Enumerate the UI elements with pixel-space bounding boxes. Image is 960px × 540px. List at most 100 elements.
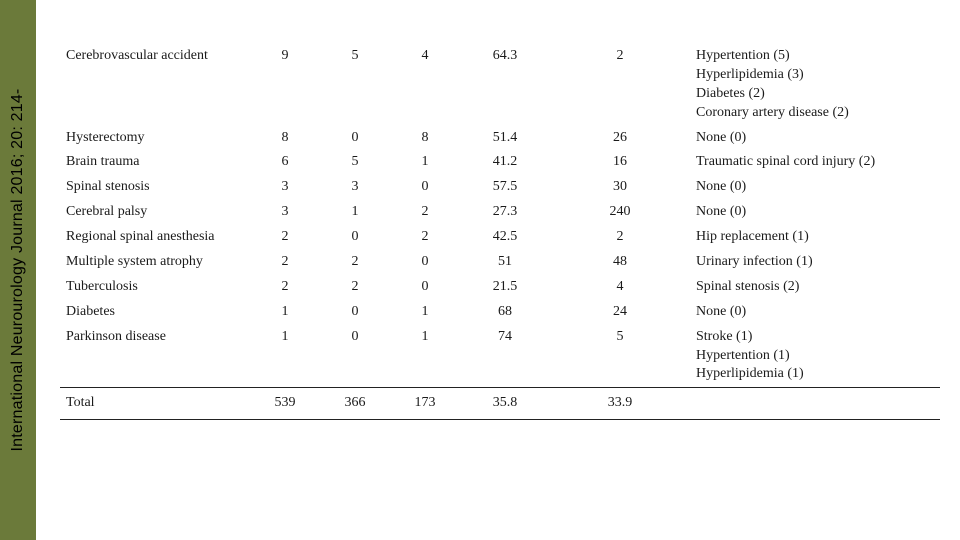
comorbidity-item: None (0)	[696, 178, 934, 197]
n1-cell: 2	[250, 225, 320, 250]
condition-cell: Diabetes	[60, 300, 250, 325]
n2-cell: 0	[320, 325, 390, 388]
n1-cell: 3	[250, 200, 320, 225]
table-row: Parkinson disease101745Stroke (1)Hyperte…	[60, 325, 940, 388]
journal-sidebar: International Neurourology Journal 2016;…	[0, 0, 36, 540]
n2-cell: 5	[320, 44, 390, 126]
comorbidity-item: Hypertention (5)	[696, 47, 934, 66]
condition-cell: Spinal stenosis	[60, 175, 250, 200]
n1-cell: 6	[250, 150, 320, 175]
table-row: Cerebrovascular accident95464.32Hyperten…	[60, 44, 940, 126]
table-body: Cerebrovascular accident95464.32Hyperten…	[60, 44, 940, 420]
n3-cell: 1	[390, 300, 460, 325]
table-row: Brain trauma65141.216 Traumatic spinal co…	[60, 150, 940, 175]
table-row: Diabetes1016824None (0)	[60, 300, 940, 325]
table-row: Regional spinal anesthesia20242.52Hip re…	[60, 225, 940, 250]
condition-cell: Cerebral palsy	[60, 200, 250, 225]
n5-cell: 30	[550, 175, 690, 200]
journal-citation: International Neurourology Journal 2016;…	[9, 89, 27, 452]
comorbidity-item: Hyperlipidemia (3)	[696, 66, 934, 85]
condition-cell: Brain trauma	[60, 150, 250, 175]
n3-cell: 2	[390, 225, 460, 250]
n1-cell: 1	[250, 325, 320, 388]
n2-cell: 2	[320, 250, 390, 275]
n3-cell: 2	[390, 200, 460, 225]
n4-cell: 41.2	[460, 150, 550, 175]
total-row: Total53936617335.833.9	[60, 388, 940, 420]
table-row: Spinal stenosis33057.530None (0)	[60, 175, 940, 200]
table-container: Cerebrovascular accident95464.32Hyperten…	[60, 44, 940, 420]
comorbidity-item: None (0)	[696, 203, 934, 222]
n5-cell: 48	[550, 250, 690, 275]
comorbidities-cell: Spinal stenosis (2)	[690, 275, 940, 300]
n2-cell: 3	[320, 175, 390, 200]
table-row: Tuberculosis22021.54Spinal stenosis (2)	[60, 275, 940, 300]
n2-cell: 0	[320, 300, 390, 325]
n3-cell: 0	[390, 175, 460, 200]
comorbidity-item: Stroke (1)	[696, 328, 934, 347]
comorbidities-cell: Hypertention (5)Hyperlipidemia (3)Diabet…	[690, 44, 940, 126]
comorbidity-item: Hyperlipidemia (1)	[696, 365, 934, 384]
n4-cell: 42.5	[460, 225, 550, 250]
condition-cell: Multiple system atrophy	[60, 250, 250, 275]
comorbidity-item: None (0)	[696, 129, 934, 148]
n1-cell: 3	[250, 175, 320, 200]
n5-cell: 5	[550, 325, 690, 388]
n1-cell: 2	[250, 250, 320, 275]
comorbidities-cell: Traumatic spinal cord injury (2)	[690, 150, 940, 175]
condition-cell: Tuberculosis	[60, 275, 250, 300]
total-n4: 35.8	[460, 388, 550, 420]
n5-cell: 2	[550, 44, 690, 126]
table-row: Hysterectomy80851.426None (0)	[60, 126, 940, 151]
n3-cell: 8	[390, 126, 460, 151]
n4-cell: 64.3	[460, 44, 550, 126]
comorbidity-item: Hip replacement (1)	[696, 228, 934, 247]
total-n3: 173	[390, 388, 460, 420]
comorbidities-cell: Stroke (1)Hypertention (1)Hyperlipidemia…	[690, 325, 940, 388]
table-row: Multiple system atrophy2205148Urinary in…	[60, 250, 940, 275]
n3-cell: 1	[390, 325, 460, 388]
comorbidity-item: Urinary infection (1)	[696, 253, 934, 272]
comorbidity-item: Spinal stenosis (2)	[696, 278, 934, 297]
n2-cell: 1	[320, 200, 390, 225]
n3-cell: 0	[390, 275, 460, 300]
n5-cell: 26	[550, 126, 690, 151]
n4-cell: 27.3	[460, 200, 550, 225]
n1-cell: 8	[250, 126, 320, 151]
comorbidities-cell: None (0)	[690, 175, 940, 200]
n5-cell: 4	[550, 275, 690, 300]
condition-cell: Parkinson disease	[60, 325, 250, 388]
comorbidities-cell: Urinary infection (1)	[690, 250, 940, 275]
n1-cell: 9	[250, 44, 320, 126]
comorbidities-cell: None (0)	[690, 126, 940, 151]
comorbidity-item: Diabetes (2)	[696, 85, 934, 104]
n2-cell: 5	[320, 150, 390, 175]
table-row: Cerebral palsy31227.3240 None (0)	[60, 200, 940, 225]
total-comorbidities	[690, 388, 940, 420]
n5-cell: 2	[550, 225, 690, 250]
n5-cell: 24	[550, 300, 690, 325]
n3-cell: 4	[390, 44, 460, 126]
n1-cell: 1	[250, 300, 320, 325]
n3-cell: 1	[390, 150, 460, 175]
n2-cell: 0	[320, 225, 390, 250]
comorbidity-item: Traumatic spinal cord injury (2)	[696, 153, 934, 172]
n1-cell: 2	[250, 275, 320, 300]
comorbidities-cell: None (0)	[690, 200, 940, 225]
comorbidity-item: Coronary artery disease (2)	[696, 104, 934, 123]
total-label: Total	[60, 388, 250, 420]
n4-cell: 21.5	[460, 275, 550, 300]
condition-cell: Cerebrovascular accident	[60, 44, 250, 126]
n2-cell: 2	[320, 275, 390, 300]
total-n2: 366	[320, 388, 390, 420]
n2-cell: 0	[320, 126, 390, 151]
total-n5: 33.9	[550, 388, 690, 420]
n5-cell: 240	[550, 200, 690, 225]
n4-cell: 68	[460, 300, 550, 325]
n5-cell: 16	[550, 150, 690, 175]
condition-cell: Hysterectomy	[60, 126, 250, 151]
condition-cell: Regional spinal anesthesia	[60, 225, 250, 250]
total-n1: 539	[250, 388, 320, 420]
comorbidity-item: Hypertention (1)	[696, 347, 934, 366]
comorbidity-item: None (0)	[696, 303, 934, 322]
